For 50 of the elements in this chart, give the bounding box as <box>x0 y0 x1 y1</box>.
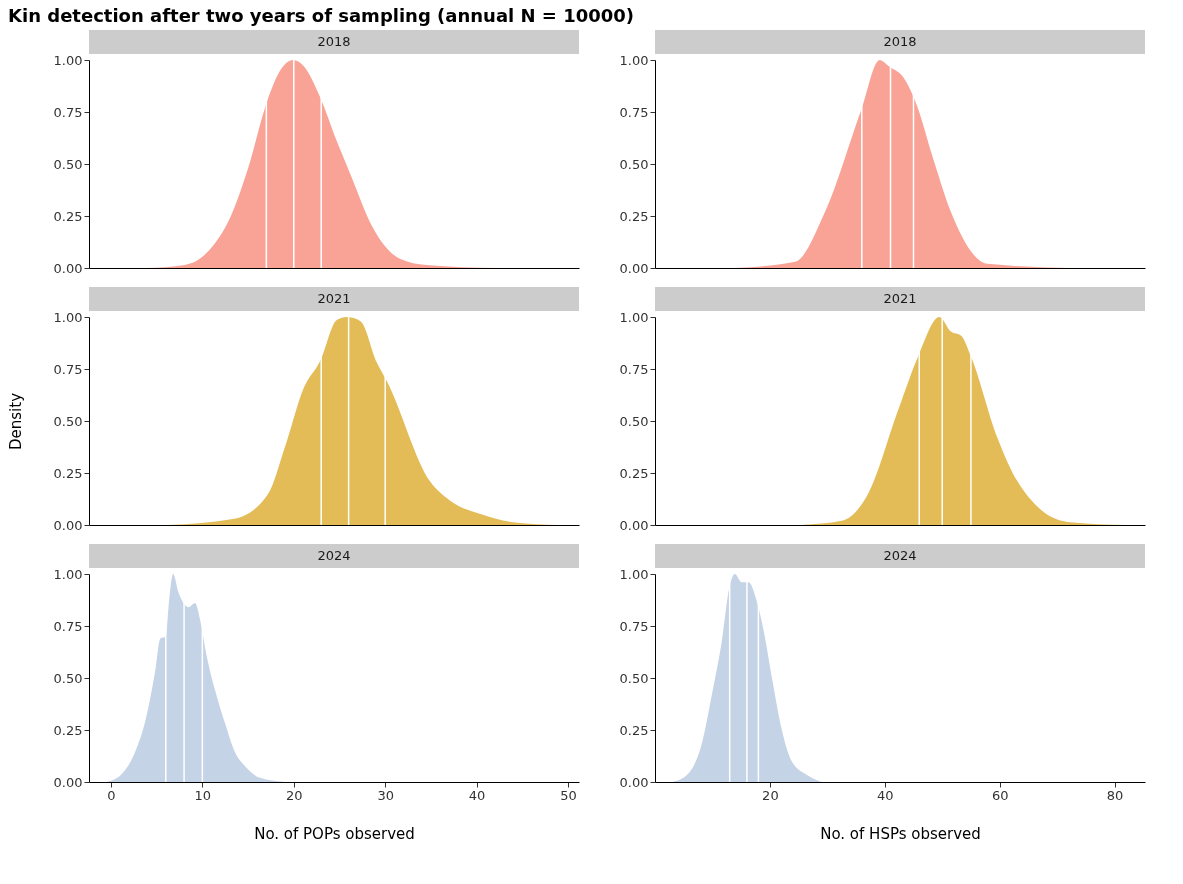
y-tick-label: 0.25 <box>53 722 83 738</box>
x-tick-label: 0 <box>107 787 116 803</box>
y-tick-label: 0.50 <box>53 670 83 686</box>
y-tick-label: 0.75 <box>53 618 83 634</box>
y-tick-label: 0.50 <box>619 156 649 172</box>
x-tick-label: 40 <box>877 787 894 803</box>
x-tick-label: 40 <box>468 787 486 803</box>
y-tick-label: 0.00 <box>53 774 83 790</box>
y-axis-title: Density <box>6 392 25 451</box>
y-tick-label: 1.00 <box>53 52 83 68</box>
x-tick-label: 20 <box>286 787 303 803</box>
y-tick-label: 1.00 <box>619 309 649 325</box>
y-tick-label: 0.00 <box>53 517 83 533</box>
x-tick-label: 30 <box>377 787 394 803</box>
y-tick-label: 0.75 <box>53 104 83 120</box>
y-tick-label: 0.25 <box>53 208 83 224</box>
y-tick-label: 0.75 <box>619 104 649 120</box>
y-tick-label: 0.25 <box>619 722 649 738</box>
y-tick-label: 0.00 <box>53 260 83 276</box>
x-tick-label: 80 <box>1106 787 1124 803</box>
chart-subtitle: 2018 <box>317 34 351 49</box>
y-tick-label: 1.00 <box>53 309 83 325</box>
y-tick-label: 0.00 <box>619 517 649 533</box>
chart-subtitle: 2021 <box>317 291 351 306</box>
x-tick-label: 50 <box>560 787 577 803</box>
y-tick-label: 0.25 <box>619 465 649 481</box>
chart-subtitle: 2024 <box>317 548 351 563</box>
x-axis-title: No. of POPs observed <box>254 824 415 843</box>
y-tick-label: 0.50 <box>619 670 649 686</box>
x-axis-title: No. of HSPs observed <box>820 824 981 843</box>
y-tick-label: 1.00 <box>619 566 649 582</box>
y-tick-label: 0.50 <box>53 413 83 429</box>
chart-subtitle: 2021 <box>883 291 917 306</box>
y-tick-label: 0.25 <box>53 465 83 481</box>
y-tick-label: 1.00 <box>53 566 83 582</box>
y-tick-label: 0.75 <box>53 361 83 377</box>
y-tick-label: 1.00 <box>619 52 649 68</box>
chart-subtitle: 2018 <box>883 34 917 49</box>
y-tick-label: 0.75 <box>619 618 649 634</box>
y-tick-label: 0.00 <box>619 260 649 276</box>
chart-title: Kin detection after two years of sampling (annual N = 10000) <box>8 5 635 26</box>
x-tick-label: 20 <box>762 787 779 803</box>
chart-subtitle: 2024 <box>883 548 917 563</box>
y-tick-label: 0.50 <box>53 156 83 172</box>
y-tick-label: 0.00 <box>619 774 649 790</box>
y-tick-label: 0.50 <box>619 413 649 429</box>
x-tick-label: 10 <box>194 787 212 803</box>
x-tick-label: 60 <box>991 787 1009 803</box>
y-tick-label: 0.25 <box>619 208 649 224</box>
y-tick-label: 0.75 <box>619 361 649 377</box>
